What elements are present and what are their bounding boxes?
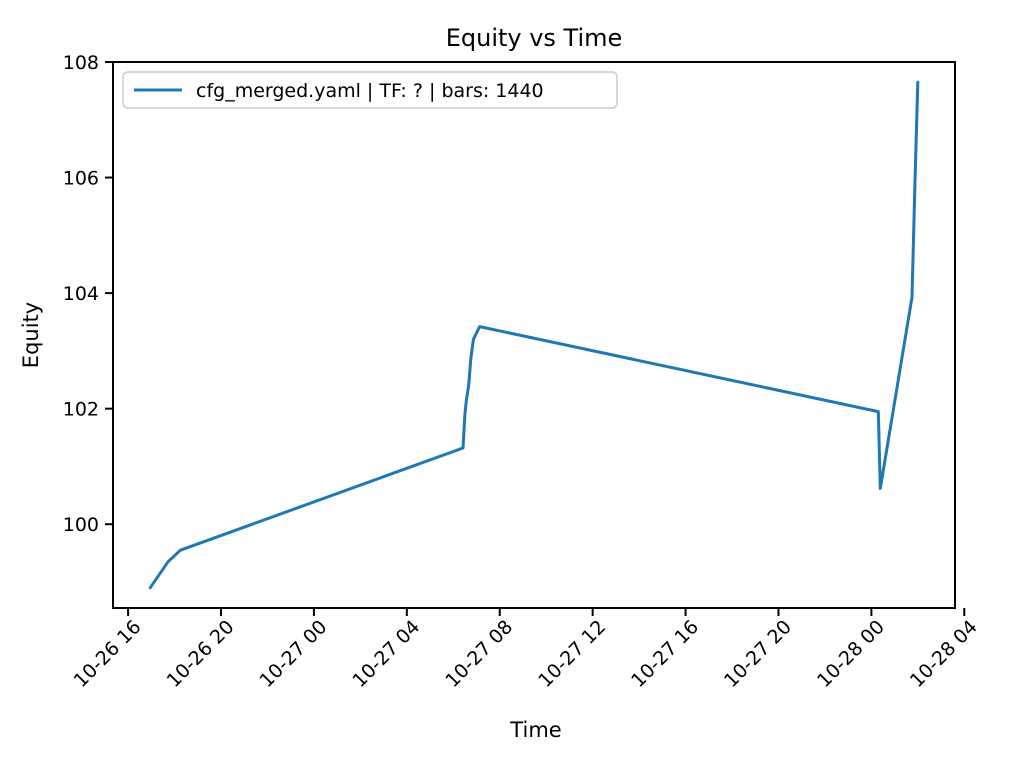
y-tick-label: 108 (63, 52, 99, 74)
x-tick-label: 10-28 00 (813, 616, 889, 692)
y-tick-label: 102 (63, 399, 99, 421)
legend-box (122, 71, 618, 109)
x-tick-label: 10-27 08 (441, 616, 517, 692)
legend: cfg_merged.yaml | TF: ? | bars: 1440 (122, 71, 618, 109)
legend-label: cfg_merged.yaml | TF: ? | bars: 1440 (196, 80, 544, 102)
x-axis-label: Time (509, 718, 561, 742)
x-tick-label: 10-27 20 (720, 616, 796, 692)
y-tick-label: 106 (63, 168, 99, 190)
x-tick-label: 10-27 16 (627, 616, 703, 692)
x-tick-label: 10-26 20 (163, 616, 239, 692)
chart-title: Equity vs Time (446, 24, 623, 52)
y-tick-label: 100 (63, 514, 99, 536)
x-tick-label: 10-27 00 (255, 616, 331, 692)
y-axis-ticks: 100 102 104 106 108 (63, 52, 113, 536)
y-tick-label: 104 (63, 283, 99, 305)
equity-line-series (148, 80, 920, 590)
x-tick-label: 10-26 16 (70, 616, 146, 692)
x-axis-ticks: 10-26 16 10-26 20 10-27 00 10-27 04 10-27 08… (70, 608, 982, 692)
x-tick-label: 10-28 04 (906, 616, 982, 692)
plot-area (113, 62, 955, 608)
x-tick-label: 10-27 04 (348, 616, 424, 692)
y-axis-label: Equity (19, 302, 43, 368)
axes-spines (112, 61, 956, 609)
x-tick-label: 10-27 12 (534, 616, 610, 692)
